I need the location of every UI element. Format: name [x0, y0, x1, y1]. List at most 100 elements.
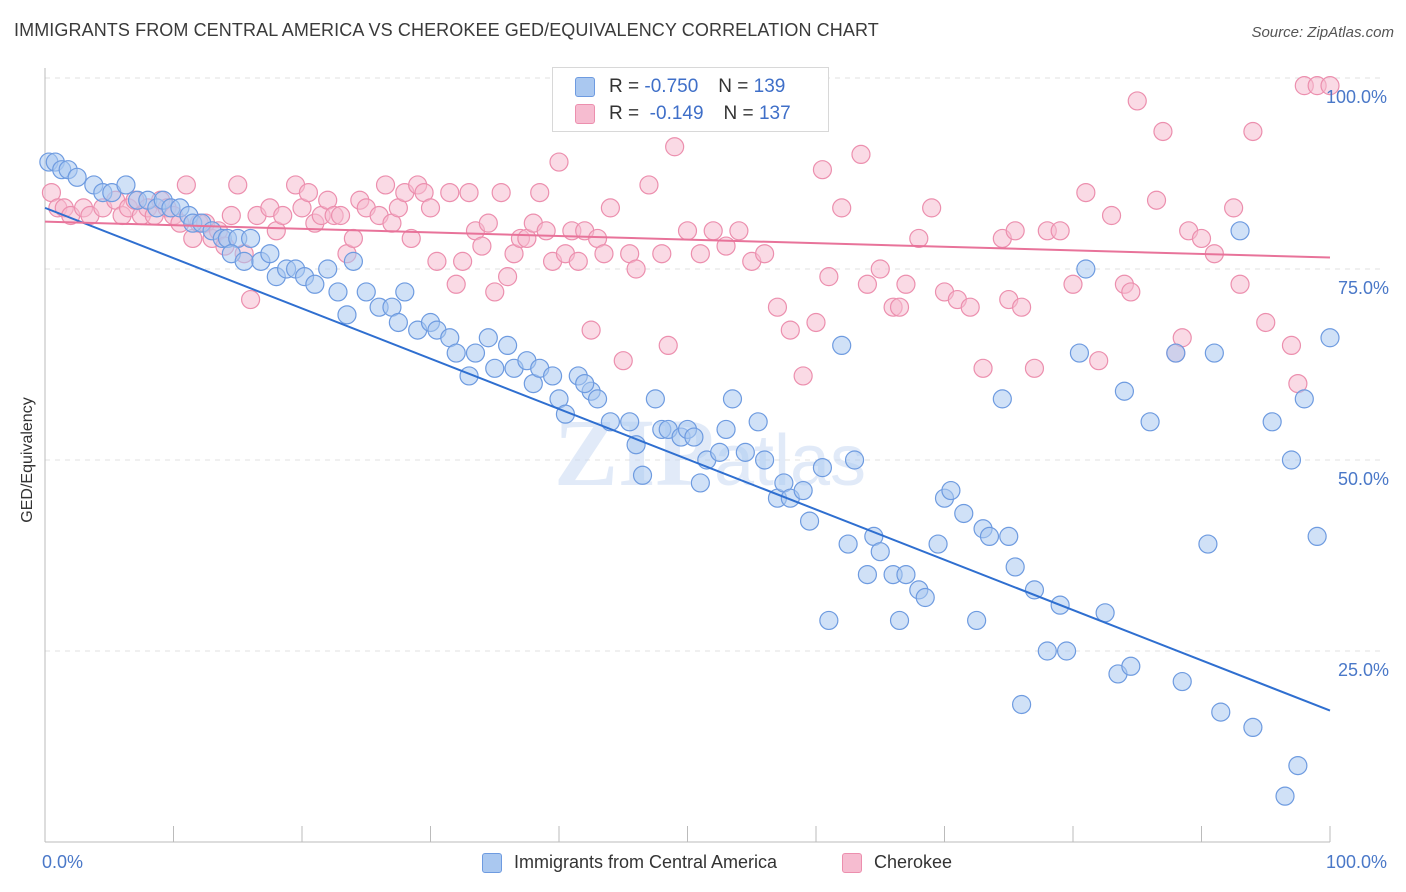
cherokee-point: [960, 297, 980, 317]
immigrants-point: [838, 534, 858, 554]
immigrants-point: [1288, 755, 1308, 776]
immigrants-point: [632, 465, 653, 485]
immigrants-point: [710, 442, 730, 462]
cherokee-point: [754, 244, 775, 264]
cherokee-point: [549, 152, 569, 172]
immigrants-point: [799, 511, 820, 531]
cherokee-point: [613, 351, 633, 371]
trend-lines: [44, 206, 1331, 712]
immigrants-point: [870, 542, 890, 562]
immigrants-point: [1056, 641, 1077, 661]
immigrants-point: [1281, 450, 1302, 470]
immigrants-point: [395, 282, 415, 302]
cherokee-point: [1076, 183, 1096, 203]
immigrants-point: [343, 251, 363, 271]
immigrants-point: [1166, 343, 1186, 363]
immigrants-points: [39, 152, 1340, 806]
cherokee-point: [330, 205, 351, 226]
cherokee-point: [851, 144, 871, 164]
legend-r-value: -0.149: [649, 103, 704, 124]
cherokee-point: [401, 228, 421, 249]
cherokee-point: [1024, 358, 1045, 378]
immigrants-point: [979, 526, 1000, 547]
immigrants-point: [305, 274, 325, 294]
cherokee-point: [857, 274, 878, 294]
immigrants-point: [716, 419, 736, 440]
immigrants-point: [498, 335, 518, 355]
cherokee-point: [176, 175, 196, 195]
immigrants-point: [1069, 343, 1090, 363]
legend-r-label: R =: [609, 103, 640, 124]
cherokee-point: [703, 221, 723, 241]
immigrants-point: [1307, 526, 1327, 547]
cherokee-point: [793, 366, 813, 386]
immigrants-point: [485, 358, 505, 378]
immigrants-point: [748, 412, 768, 432]
immigrants-point: [328, 282, 348, 302]
legend-swatch-blue: [575, 77, 595, 97]
immigrants-point: [356, 282, 376, 302]
legend-r-label: R =: [609, 76, 640, 97]
cherokee-point: [273, 205, 293, 226]
cherokee-point: [298, 183, 319, 203]
cherokee-point: [832, 198, 852, 218]
immigrants-point: [587, 389, 608, 409]
legend-n-value: 137: [758, 103, 791, 124]
y-tick-label-25: 25.0%: [1338, 660, 1390, 680]
cherokee-point: [896, 274, 916, 294]
immigrants-point: [318, 259, 338, 279]
y-axis-label: GED/Equivalency: [19, 397, 36, 523]
immigrants-point: [1204, 343, 1224, 363]
immigrants-point: [999, 526, 1019, 547]
immigrants-point: [620, 412, 640, 432]
immigrants-point: [260, 244, 280, 264]
cherokee-trend-line: [44, 220, 1331, 259]
immigrants-point: [1140, 412, 1160, 432]
cherokee-point: [491, 183, 511, 203]
immigrants-point: [1211, 702, 1231, 722]
immigrants-point: [116, 175, 136, 195]
immigrants-point: [735, 442, 755, 462]
chart-title: IMMIGRANTS FROM CENTRAL AMERICA VS CHERO…: [14, 20, 879, 40]
cherokee-point: [1243, 121, 1263, 142]
immigrants-point: [896, 564, 916, 585]
immigrants-point: [915, 587, 935, 608]
immigrants-point: [1024, 580, 1045, 600]
cherokee-point: [819, 267, 839, 287]
immigrants-trend-line: [44, 206, 1331, 712]
immigrants-point: [941, 480, 961, 501]
cherokee-point: [1224, 198, 1244, 218]
cherokee-point: [375, 175, 396, 195]
cherokee-point: [1281, 335, 1302, 355]
cherokee-point: [1063, 274, 1083, 294]
immigrants-point: [1011, 694, 1032, 715]
immigrants-point: [793, 480, 813, 501]
immigrants-point: [645, 389, 665, 409]
immigrants-point: [241, 228, 261, 249]
immigrants-point: [690, 473, 710, 493]
immigrants-point: [388, 312, 408, 333]
immigrants-point: [1121, 656, 1141, 676]
cherokee-point: [420, 198, 441, 218]
cherokee-point: [1050, 221, 1070, 241]
immigrants-point: [1005, 557, 1025, 577]
immigrants-point: [992, 389, 1012, 409]
cherokee-point: [665, 137, 685, 157]
cherokee-point: [594, 244, 614, 264]
legend-row-cherokee: R = -0.149 N = 137: [575, 101, 791, 127]
grid-lines: [45, 77, 1380, 652]
immigrants-point: [575, 374, 595, 394]
x-tick-label-min: 0.0%: [42, 852, 84, 872]
cherokee-point: [536, 221, 556, 241]
immigrants-point: [832, 335, 852, 355]
cherokee-point: [1320, 76, 1340, 96]
cherokee-point: [568, 251, 588, 271]
immigrants-point: [1243, 717, 1263, 738]
cherokee-point: [1256, 312, 1276, 333]
y-tick-label-50: 50.0%: [1338, 469, 1390, 489]
cherokee-point: [581, 320, 601, 340]
series-legend: Immigrants from Central America Cherokee: [0, 852, 1406, 878]
cherokee-point: [1191, 228, 1212, 249]
cherokee-point: [767, 297, 788, 317]
immigrants-point: [754, 450, 775, 470]
